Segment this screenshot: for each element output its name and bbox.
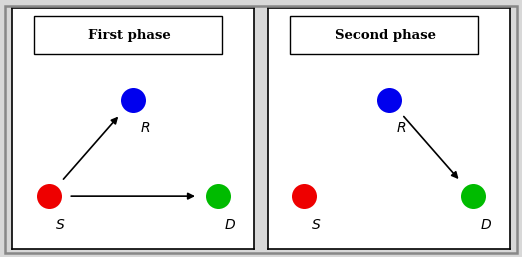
Text: $\mathit{D}$: $\mathit{D}$ (480, 218, 492, 232)
FancyBboxPatch shape (290, 16, 478, 54)
Text: First phase: First phase (88, 29, 171, 42)
Text: $\mathit{S}$: $\mathit{S}$ (311, 218, 322, 232)
Text: $\mathit{R}$: $\mathit{R}$ (140, 122, 150, 135)
Text: $\mathit{R}$: $\mathit{R}$ (396, 122, 406, 135)
Text: $\mathit{D}$: $\mathit{D}$ (224, 218, 236, 232)
FancyBboxPatch shape (34, 16, 222, 54)
Text: $\mathit{S}$: $\mathit{S}$ (55, 218, 66, 232)
Text: Second phase: Second phase (335, 29, 436, 42)
